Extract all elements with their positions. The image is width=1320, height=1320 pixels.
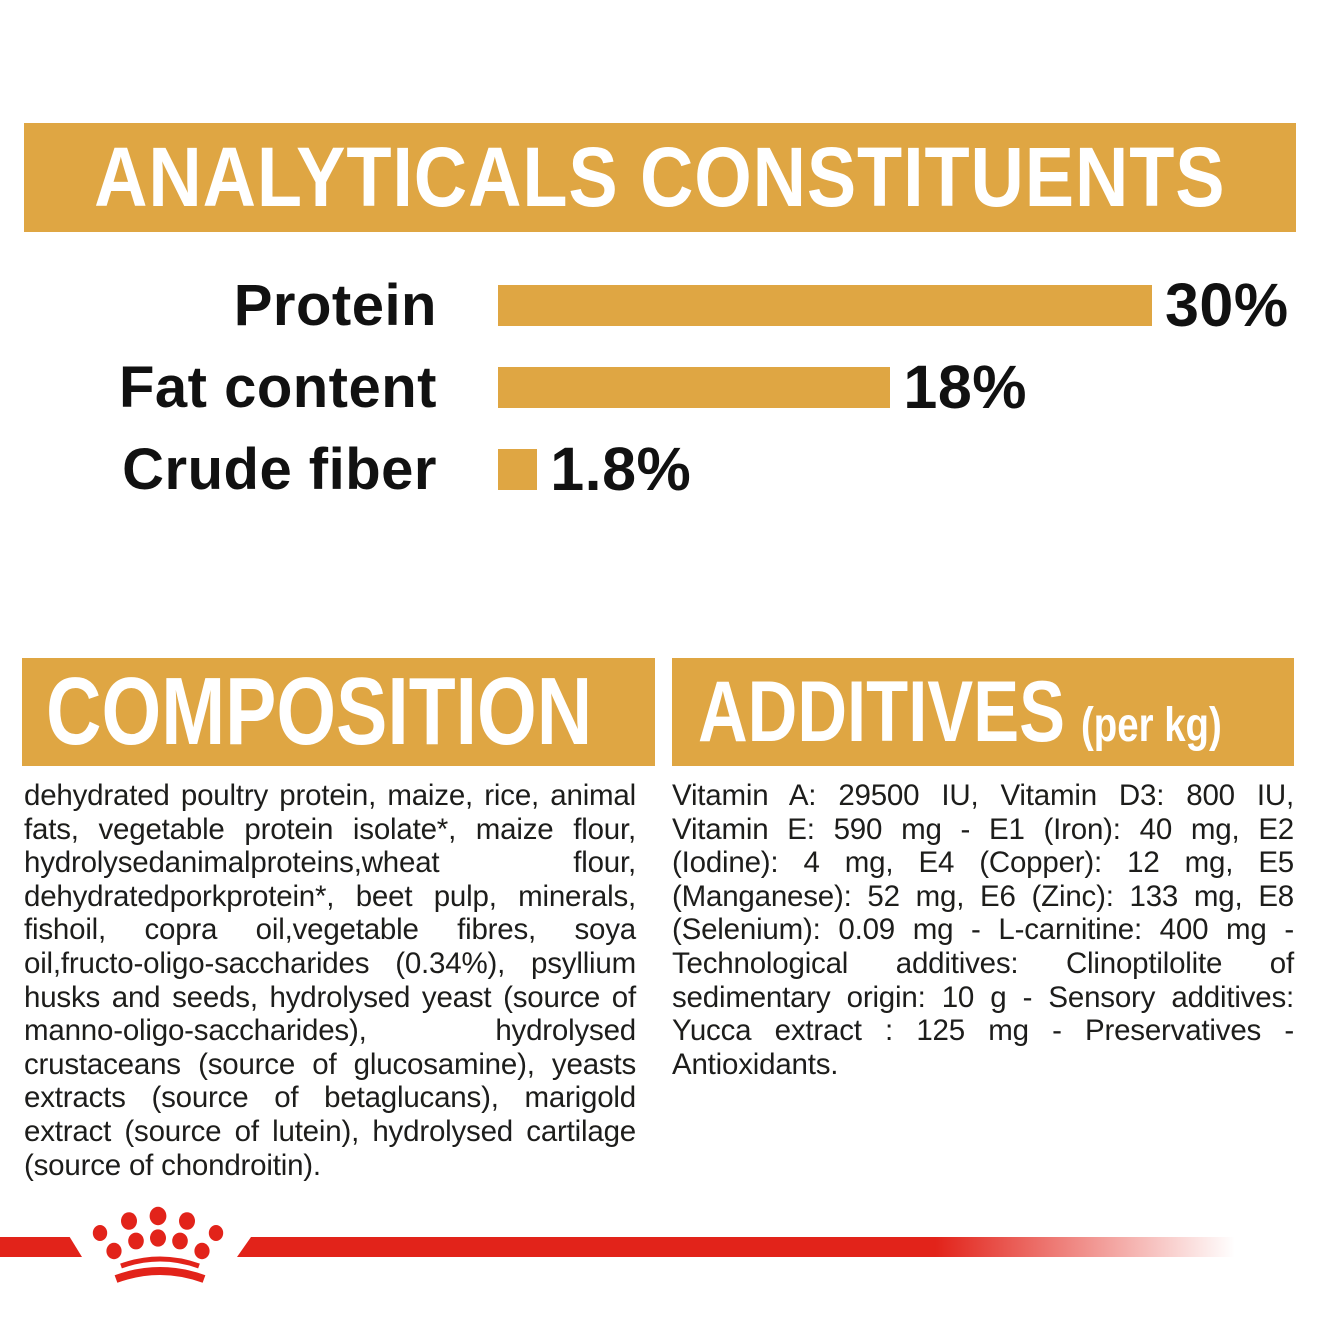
chart-label-fiber: Crude fiber [122,436,437,502]
additives-title: ADDITIVES [698,663,1065,760]
fiber-value: 1.8% [550,435,692,503]
chart-label-protein: Protein [233,272,437,338]
chart-row-protein: Protein 30% [0,270,1300,340]
protein-value: 30% [1165,271,1289,339]
additives-banner: ADDITIVES (per kg) [672,658,1294,766]
additives-subtitle: (per kg) [1080,698,1222,752]
chart-row-fiber: Crude fiber 1.8% [0,434,1300,504]
composition-title: COMPOSITION [46,658,593,765]
red-band-left [0,1237,82,1257]
protein-bar [498,284,1152,326]
chart-row-fat: Fat content 18% [0,352,1300,422]
composition-banner: COMPOSITION [22,658,655,766]
fiber-bar [498,448,538,490]
red-band-right [237,1237,1235,1257]
fat-value: 18% [903,353,1027,421]
chart-label-fat: Fat content [118,354,437,420]
additives-text: Vitamin A: 29500 IU, Vitamin D3: 800 IU,… [672,779,1294,1081]
fat-bar [498,366,891,408]
analyticals-title: ANALYTICALS CONSTITUENTS [94,130,1226,224]
analyticals-banner: ANALYTICALS CONSTITUENTS [24,123,1296,232]
composition-text: dehydrated poultry protein, maize, rice,… [24,779,636,1182]
royal-canin-crown-icon [92,1206,224,1283]
